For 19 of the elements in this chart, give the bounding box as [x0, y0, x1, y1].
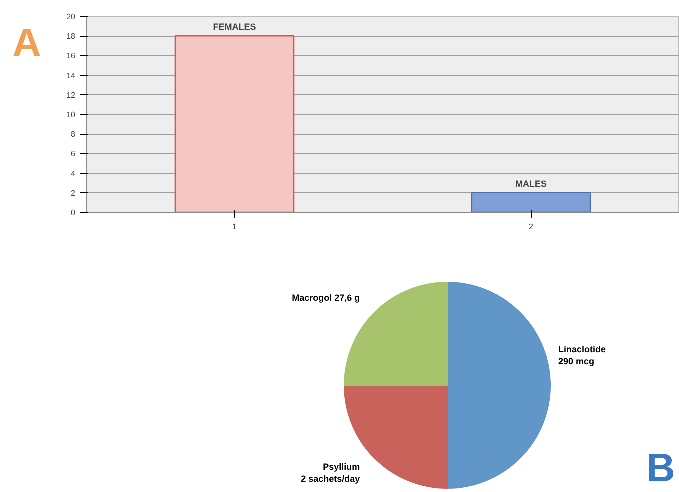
annotation: FEMALES [213, 22, 256, 32]
slice-label: Linaclotide 290 mcg [558, 344, 606, 366]
slice-label: Psyllium 2 sachets/day [301, 462, 360, 484]
y-tick-label: 2 [71, 188, 76, 198]
y-tick-label: 12 [66, 90, 76, 100]
x-tick-label: 1 [232, 222, 238, 232]
y-tick-label: 8 [71, 130, 76, 140]
y-tick-label: 10 [66, 110, 76, 120]
y-tick-label: 16 [66, 52, 76, 61]
annotation: MALES [516, 178, 547, 189]
y-tick-label: 6 [71, 150, 76, 159]
text: A [12, 22, 42, 66]
slice-label: Macrogol 27,6 g [292, 293, 360, 304]
y-tick-label: 20 [66, 12, 76, 22]
y-tick-label: 0 [71, 208, 76, 218]
y-tick-label: 18 [66, 32, 76, 42]
y-tick-label: 4 [71, 169, 76, 178]
y-tick-label: 14 [66, 71, 76, 80]
text: B [646, 446, 676, 490]
